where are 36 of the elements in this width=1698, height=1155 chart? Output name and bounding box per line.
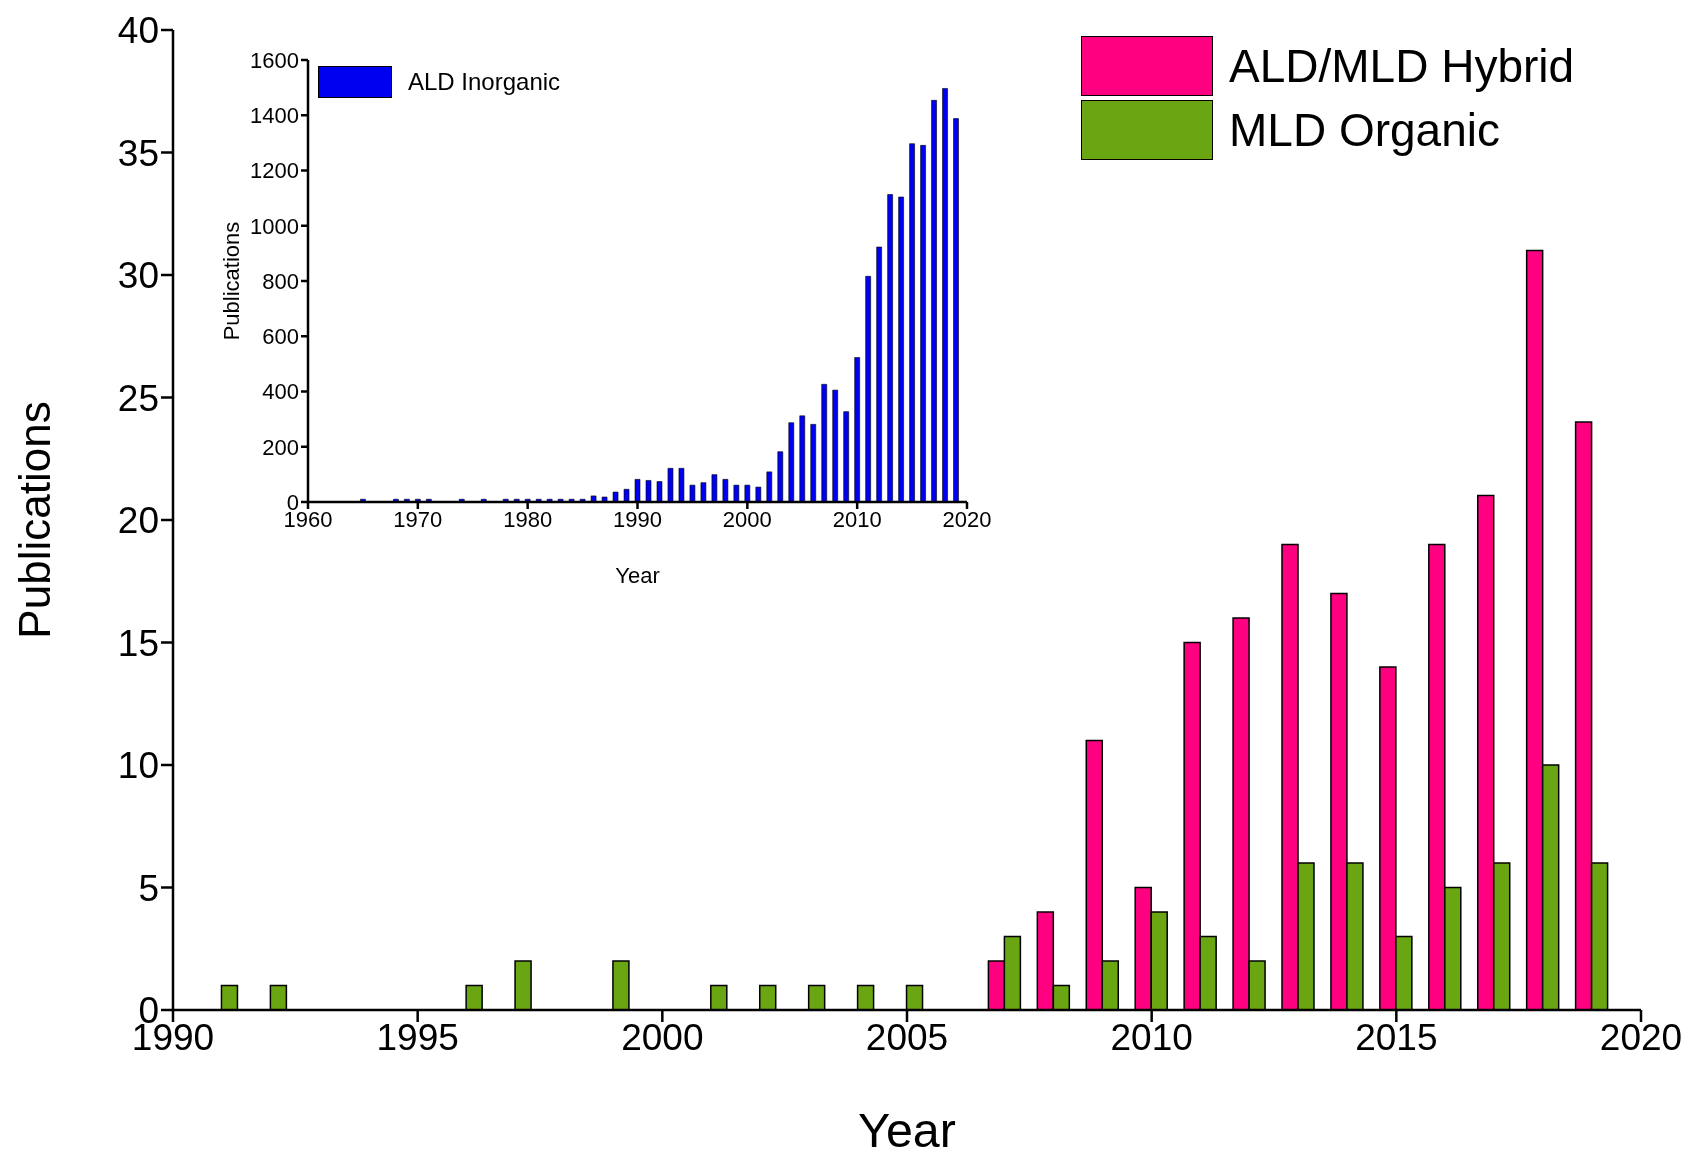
x-tick-label: 2020: [942, 506, 992, 532]
y-tick-label: 1200: [250, 158, 299, 184]
y-tick-label: 10: [117, 745, 159, 787]
y-tick-label: 400: [262, 379, 299, 405]
x-tick-label: 1995: [376, 1017, 459, 1059]
y-tick-label: 1600: [250, 47, 299, 73]
x-tick-label: 2020: [1599, 1017, 1683, 1059]
y-tick-label: 200: [262, 434, 299, 460]
y-tick-label: 5: [138, 867, 159, 909]
x-tick-label: 1990: [613, 506, 662, 532]
y-tick-label: 1400: [250, 103, 299, 129]
y-tick-label: 800: [262, 268, 299, 294]
x-tick-label: 2005: [865, 1017, 949, 1059]
x-tick-label: 2000: [621, 1017, 704, 1059]
x-tick-label: 2015: [1355, 1017, 1438, 1059]
legend-label: MLD Organic: [1229, 103, 1500, 157]
y-tick-label: 600: [262, 324, 299, 350]
x-axis-title: Year: [858, 1103, 956, 1155]
legend: ALD Inorganic: [318, 66, 648, 102]
x-tick-label: 2010: [1110, 1017, 1193, 1059]
y-tick-label: 15: [117, 622, 159, 664]
y-tick-label: 35: [117, 132, 159, 174]
x-tick-label: 1980: [503, 506, 553, 532]
y-tick-label: 25: [117, 377, 159, 419]
y-tick-label: 20: [117, 500, 159, 542]
y-tick-label: 1000: [250, 213, 299, 239]
y-axis-title: Publications: [9, 401, 59, 639]
y-tick-label: 30: [117, 255, 159, 297]
x-tick-label: 1970: [393, 506, 443, 532]
x-tick-label: 2010: [832, 506, 882, 532]
y-tick-label: 40: [117, 10, 159, 52]
legend-label: ALD Inorganic: [408, 68, 561, 96]
y-axis-title: Publications: [218, 221, 244, 341]
x-axis-title: Year: [615, 563, 660, 588]
x-tick-label: 2000: [722, 506, 772, 532]
legend-label: ALD/MLD Hybrid: [1229, 39, 1575, 93]
